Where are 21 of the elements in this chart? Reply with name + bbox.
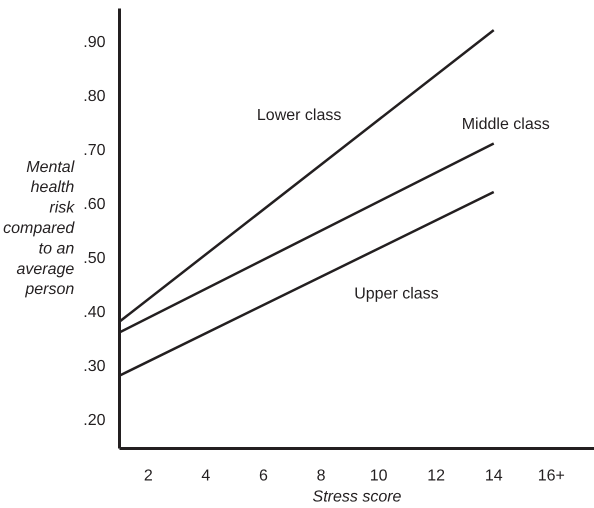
y-tick-label: .70 [83, 142, 106, 159]
y-tick-label: .30 [83, 358, 106, 375]
x-tick-label: 6 [258, 468, 268, 484]
y-tick-label: .50 [83, 250, 106, 267]
y-tick-label: .60 [83, 196, 106, 213]
series-label: Lower class [256, 107, 342, 124]
y-tick-label: .20 [83, 412, 106, 429]
x-tick-label: 2 [144, 468, 153, 484]
x-tick-label: 12 [427, 468, 446, 484]
series-label: Middle class [462, 116, 550, 133]
series-label: Upper class [354, 285, 439, 302]
x-tick-label: 8 [316, 468, 326, 484]
y-axis-title: Mental health risk compared to an average person [3, 158, 76, 298]
x-axis-title: Stress score [312, 488, 402, 506]
x-tick-label: 16+ [538, 468, 565, 484]
y-tick-label: .80 [83, 88, 106, 105]
x-tick-label: 4 [201, 468, 210, 484]
x-tick-label: 14 [484, 468, 503, 484]
y-tick-label: .40 [83, 304, 106, 321]
x-tick-label: 10 [370, 468, 388, 484]
y-tick-label: .90 [83, 34, 106, 51]
